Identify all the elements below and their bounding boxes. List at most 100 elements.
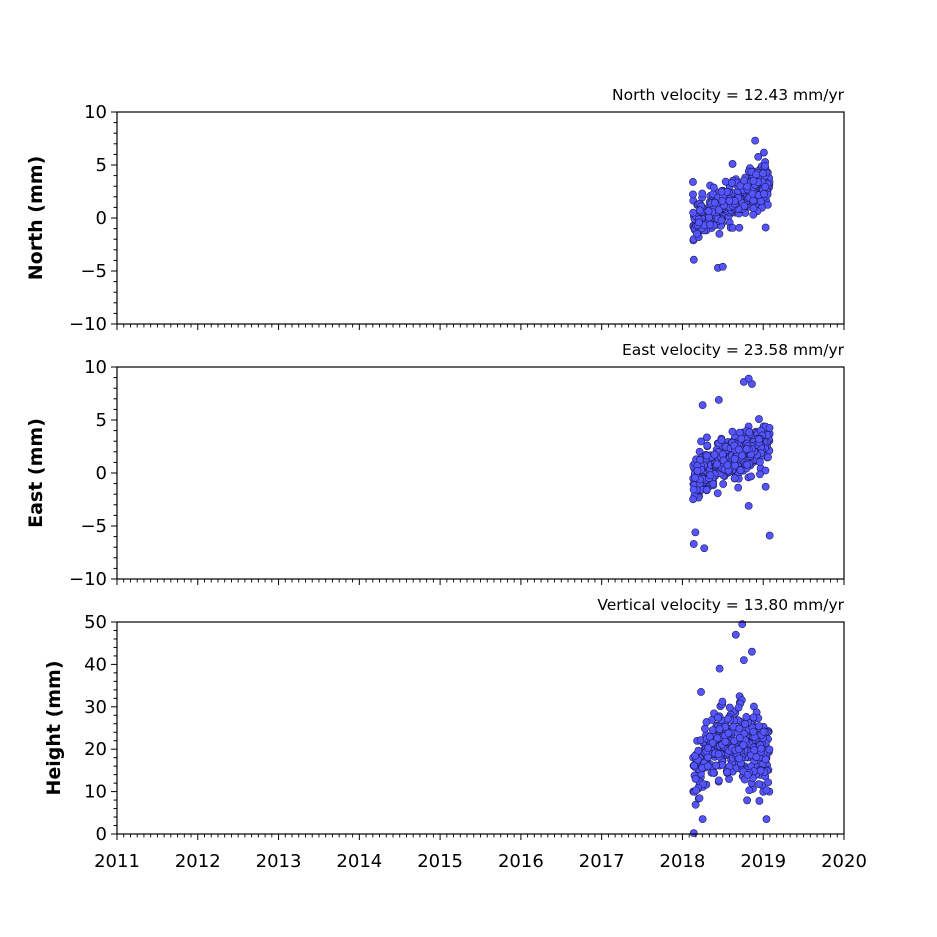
x-tick-label: 2017 [579,851,625,872]
data-point [706,220,714,229]
data-point [704,207,713,216]
y-tick-label: −5 [80,516,107,537]
data-point [755,780,763,789]
velocity-title: Vertical velocity = 13.80 mm/yr [597,596,844,614]
data-point-outlier [689,178,697,186]
y-axis-label: Height (mm) [43,660,65,795]
data-point [724,729,733,738]
data-point-outlier [698,815,707,824]
y-tick-label: 20 [84,739,107,760]
x-tick-label: 2018 [660,851,706,872]
data-point [754,153,763,161]
data-point [759,727,768,736]
data-point [743,770,752,779]
x-tick-label: 2012 [175,851,221,872]
data-point [736,466,745,475]
data-point [735,724,744,733]
data-point [721,177,730,186]
x-tick-label: 2015 [417,851,463,872]
data-point [702,718,711,726]
data-point [728,179,736,187]
data-point [764,453,772,462]
data-point [742,713,751,721]
data-point [715,229,724,238]
data-point [712,761,720,770]
data-point [709,768,718,777]
data-point [718,697,727,706]
y-tick-label: 10 [84,102,107,123]
data-point [689,485,698,494]
data-point-outlier [698,401,707,410]
data-point [749,204,758,213]
data-point [715,206,723,214]
x-tick-label: 2013 [256,851,302,872]
data-point [755,415,763,423]
data-point [693,229,701,238]
data-point [703,762,712,771]
data-point [761,466,770,475]
data-point [764,778,773,787]
data-point-outlier [744,374,753,383]
data-point [709,480,718,488]
data-point [717,187,726,196]
data-point [737,434,746,443]
data-point [742,445,751,453]
data-point [698,189,707,198]
data-point [694,218,703,227]
y-tick-label: −10 [69,314,107,335]
data-point [717,436,726,444]
data-point [702,485,711,494]
x-tick-label: 2011 [94,851,140,872]
y-axis-label: East (mm) [25,418,47,528]
data-point [743,182,752,191]
data-point [714,713,722,722]
data-point [745,428,754,437]
y-tick-label: 40 [84,654,107,675]
data-point-outlier [761,482,770,491]
data-point [713,460,721,469]
data-point [735,734,744,742]
data-point [760,148,768,157]
data-point [713,734,722,743]
data-point [743,796,752,805]
data-point [730,474,739,483]
data-point [691,473,699,482]
data-point [709,183,718,192]
data-point-outlier [731,630,740,639]
data-points [689,136,774,272]
panel-2: 10 5 0 −5 −10 East (mm) East velocity = 23.58 … [25,341,845,590]
data-point [690,761,699,770]
data-point [701,724,709,733]
data-point [738,451,746,460]
data-point-outlier [761,223,770,232]
x-tick-label: 2014 [336,851,382,872]
y-tick-label: 10 [84,782,107,803]
data-point [755,435,764,444]
data-point [691,775,700,783]
data-point [689,208,698,217]
data-point [708,726,717,734]
data-point [717,216,726,225]
data-point [714,750,723,759]
data-point [757,744,766,753]
data-point [749,727,758,736]
data-point [695,794,704,803]
y-tick-label: −5 [80,261,107,282]
data-point [765,745,774,754]
y-tick-label: −10 [69,569,107,590]
data-point [755,797,764,805]
data-point [721,737,730,746]
data-point-outlier [744,501,753,510]
data-point [723,461,732,469]
data-point [703,433,711,442]
data-point [739,741,748,749]
data-point [765,423,774,432]
data-point [760,190,768,198]
data-point [689,255,698,264]
data-point [740,176,749,185]
data-point [756,470,764,479]
data-point [734,445,743,454]
